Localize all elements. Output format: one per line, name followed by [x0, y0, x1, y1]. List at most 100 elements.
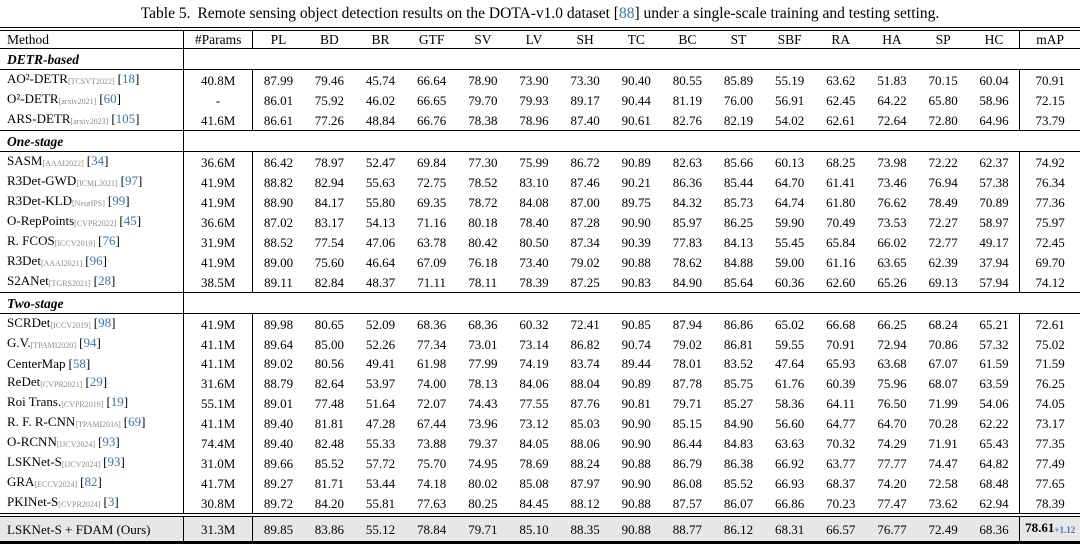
- citation-link[interactable]: 98: [98, 315, 111, 330]
- cell-method: CenterMap[58]: [0, 354, 184, 373]
- method-venue: [TPAMI2020]: [31, 341, 76, 350]
- cell-SV: 68.36: [457, 314, 508, 335]
- cell-mAP: 71.59: [1020, 354, 1080, 373]
- cell-SH: 86.72: [560, 152, 611, 173]
- citation-link[interactable]: 76: [103, 233, 116, 248]
- citation-link[interactable]: 29: [90, 374, 103, 389]
- cell-method: SASM[AAAI2022][34]: [0, 152, 184, 173]
- cell-method: O-RepPoints[CVPR2022][45]: [0, 212, 184, 232]
- cell-LV: 73.12: [508, 413, 559, 433]
- cell-PL: 88.52: [253, 232, 304, 252]
- cell-SBF: 66.86: [764, 493, 815, 515]
- citation-link[interactable]: 28: [98, 273, 111, 288]
- citation-link[interactable]: 69: [128, 414, 141, 429]
- cell-RA: 62.61: [815, 110, 866, 131]
- cell-TC: 90.21: [611, 172, 662, 192]
- method-name: R. F. R-CNN: [7, 414, 75, 429]
- cell-params: 31.0M: [184, 453, 253, 473]
- cell-BC: 78.01: [662, 354, 713, 373]
- cell-mAP: 78.39: [1020, 493, 1080, 515]
- citation-bracket: ]: [135, 71, 139, 86]
- cell-RA: 63.77: [815, 453, 866, 473]
- method-name: GRA: [7, 474, 34, 489]
- cell-SH: 87.00: [560, 192, 611, 212]
- citation-link[interactable]: 19: [111, 394, 124, 409]
- cell-PL: 89.40: [253, 413, 304, 433]
- citation: [82]: [80, 474, 102, 489]
- method-venue: [arxiv2021]: [59, 97, 97, 106]
- citation-link[interactable]: 99: [112, 193, 125, 208]
- cell-SV: 79.37: [457, 433, 508, 453]
- cell-ST: 84.13: [713, 232, 764, 252]
- cell-GTF: 77.63: [406, 493, 457, 515]
- cell-GTF: 74.00: [406, 373, 457, 393]
- cell-HA: 66.25: [866, 314, 917, 335]
- citation-link[interactable]: 105: [116, 111, 136, 126]
- section-spacer: [184, 131, 1080, 152]
- cell-SV: 73.01: [457, 334, 508, 354]
- cell-mAP: 73.79: [1020, 110, 1080, 131]
- cell-HA: 72.64: [866, 110, 917, 131]
- method-name: LSKNet-S + FDAM (Ours): [7, 522, 150, 537]
- cell-PL: 89.01: [253, 393, 304, 413]
- cell-BD: 82.84: [304, 272, 355, 293]
- cell-BD: 78.97: [304, 152, 355, 173]
- cell-ST: 83.52: [713, 354, 764, 373]
- citation-link[interactable]: 60: [104, 91, 117, 106]
- citation: [93]: [98, 434, 120, 449]
- map-value: 78.61: [1025, 520, 1054, 535]
- cell-BC: 87.94: [662, 314, 713, 335]
- cell-SBF: 59.90: [764, 212, 815, 232]
- cell-BR: 55.80: [355, 192, 406, 212]
- citation: [60]: [99, 91, 121, 106]
- citation-link[interactable]: 34: [91, 153, 104, 168]
- cell-TC: 90.88: [611, 515, 662, 543]
- cell-ST: 85.73: [713, 192, 764, 212]
- citation-link[interactable]: 88: [619, 5, 635, 22]
- cell-TC: 90.90: [611, 473, 662, 493]
- cell-SV: 78.11: [457, 272, 508, 293]
- cell-RA: 62.45: [815, 90, 866, 110]
- citation-link[interactable]: 97: [125, 173, 138, 188]
- cell-HC: 64.82: [969, 453, 1020, 473]
- cell-params: 41.9M: [184, 252, 253, 272]
- citation-link[interactable]: 45: [124, 213, 137, 228]
- cell-GTF: 66.76: [406, 110, 457, 131]
- citation-link[interactable]: 18: [122, 71, 135, 86]
- cell-params: 55.1M: [184, 393, 253, 413]
- cell-method: AO²-DETR[TCSVT2022][18]: [0, 70, 184, 91]
- cell-method: PKINet-S[CVPR2024][3]: [0, 493, 184, 515]
- cell-PL: 86.01: [253, 90, 304, 110]
- citation-bracket: ]: [111, 273, 115, 288]
- cell-method: O-RCNN[IJCV2024][93]: [0, 433, 184, 453]
- cell-method: R. F. R-CNN[TPAMI2016][69]: [0, 413, 184, 433]
- cell-SV: 74.43: [457, 393, 508, 413]
- citation-link[interactable]: 96: [90, 253, 103, 268]
- cell-SH: 73.30: [560, 70, 611, 91]
- cell-method: LSKNet-S[IJCV2024][93]: [0, 453, 184, 473]
- citation-link[interactable]: 82: [84, 474, 97, 489]
- citation-link[interactable]: 93: [107, 454, 120, 469]
- citation: [58]: [68, 356, 90, 371]
- column-header-pl: PL: [253, 29, 304, 49]
- cell-SH: 87.46: [560, 172, 611, 192]
- citation-link[interactable]: 94: [83, 335, 96, 350]
- citation-link[interactable]: 58: [73, 356, 86, 371]
- cell-SH: 88.24: [560, 453, 611, 473]
- cell-BR: 54.13: [355, 212, 406, 232]
- cell-PL: 86.42: [253, 152, 304, 173]
- column-header-sp: SP: [918, 29, 969, 49]
- citation-link[interactable]: 93: [102, 434, 115, 449]
- cell-HC: 62.37: [969, 152, 1020, 173]
- cell-PL: 89.40: [253, 433, 304, 453]
- cell-SV: 80.18: [457, 212, 508, 232]
- citation-bracket: ]: [103, 253, 107, 268]
- cell-ST: 86.07: [713, 493, 764, 515]
